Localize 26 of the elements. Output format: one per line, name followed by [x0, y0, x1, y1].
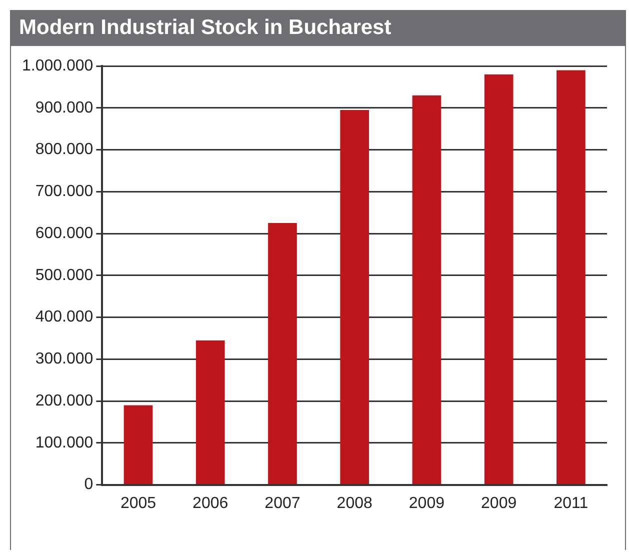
- chart-title: Modern Industrial Stock in Bucharest: [11, 10, 625, 46]
- y-tick-label: 0: [84, 476, 94, 494]
- x-tick-label: 2009: [408, 494, 445, 512]
- y-tick-label: 100.000: [35, 434, 94, 452]
- x-tick-label: 2006: [192, 494, 228, 512]
- x-tick-label: 2011: [554, 494, 588, 512]
- y-tick-label: 700.000: [35, 183, 94, 200]
- bar: [124, 405, 153, 484]
- y-tick-label: 900.000: [35, 99, 94, 116]
- y-tick-label: 1.000.000: [22, 57, 94, 74]
- x-tick-label: 2009: [481, 494, 517, 512]
- y-tick-label: 200.000: [35, 392, 94, 410]
- x-tick-label: 2008: [336, 494, 372, 512]
- bar: [196, 340, 225, 484]
- bar: [268, 223, 297, 484]
- x-tick-label: 2007: [264, 494, 300, 512]
- x-tick-label: 2005: [120, 494, 156, 512]
- bar: [556, 70, 586, 484]
- y-tick-label: 400.000: [35, 308, 94, 326]
- y-tick-label: 600.000: [35, 224, 94, 242]
- bar: [412, 95, 442, 484]
- bar: [340, 110, 370, 484]
- y-tick-label: 500.000: [35, 266, 94, 284]
- bar: [484, 74, 514, 484]
- y-tick-label: 300.000: [35, 350, 94, 368]
- y-tick-label: 800.000: [35, 141, 94, 158]
